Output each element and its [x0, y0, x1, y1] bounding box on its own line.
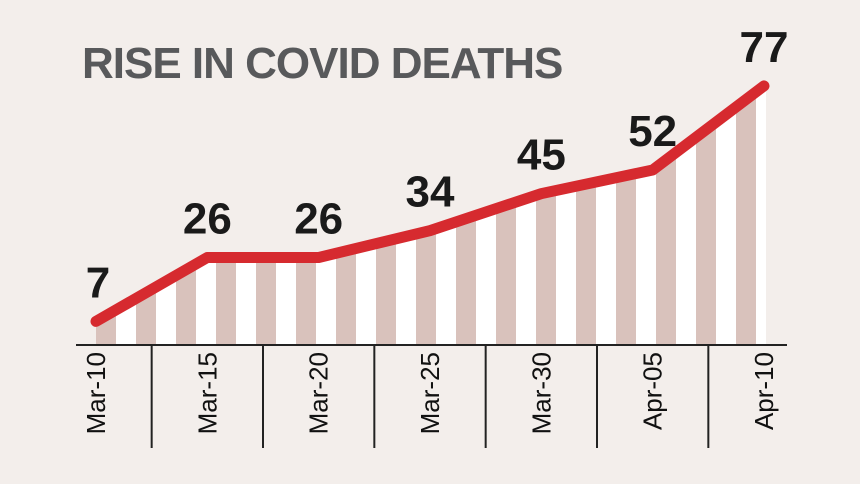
chart-title: RISE IN COVID DEATHS	[82, 39, 562, 88]
data-label: 26	[294, 195, 343, 244]
data-label: 26	[183, 195, 232, 244]
data-label: 7	[86, 258, 110, 307]
x-tick-label: Mar-10	[81, 352, 111, 434]
x-axis	[76, 344, 787, 448]
data-label: 34	[406, 168, 455, 217]
x-tick-label: Mar-20	[304, 352, 334, 434]
area-fill	[96, 85, 766, 346]
x-tick-label: Apr-05	[638, 352, 668, 430]
x-tick-label: Apr-10	[749, 352, 779, 430]
data-label: 77	[740, 23, 789, 72]
x-tick-label: Mar-30	[526, 352, 556, 434]
data-label: 52	[628, 107, 677, 156]
data-labels: 7 26 26 34 45 52 77	[86, 23, 789, 308]
x-tick-labels: Mar-10 Mar-15 Mar-20 Mar-25 Mar-30 Apr-05 Apr-…	[81, 352, 779, 434]
x-tick-label: Mar-25	[415, 352, 445, 434]
x-tick-label: Mar-15	[192, 352, 222, 434]
series-line	[90, 80, 770, 327]
data-label: 45	[517, 131, 566, 180]
